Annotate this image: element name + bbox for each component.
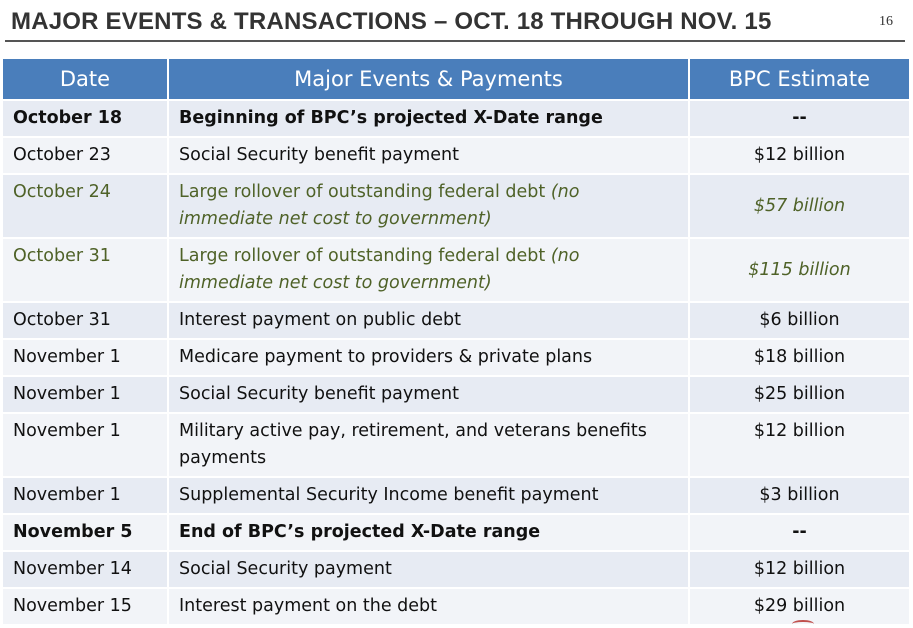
event-cell: Medicare payment to providers & private … [168,339,690,377]
table-row: October 31 Interest payment on public de… [3,302,909,340]
table-row: November 1 Social Security benefit payme… [3,376,909,414]
date-cell: October 18 [3,100,169,138]
event-note: (no immediate net cost to government) [179,246,580,293]
decorative-arc [792,620,814,628]
date-cell: November 14 [3,551,169,589]
event-cell: Social Security benefit payment [168,376,690,414]
estimate-cell: $25 billion [689,376,909,414]
table-row: November 1 Military active pay, retireme… [3,413,909,478]
estimate-cell: $12 billion [689,413,909,478]
event-cell: Supplemental Security Income benefit pay… [168,477,690,515]
table-row: October 23 Social Security benefit payme… [3,137,909,175]
event-cell: Social Security payment [168,551,690,589]
estimate-cell: -- [689,514,909,552]
estimate-cell: -- [689,100,909,138]
event-note: (no immediate net cost to government) [179,182,580,229]
date-cell: November 1 [3,413,169,478]
page-number: 16 [879,14,893,29]
date-cell: November 5 [3,514,169,552]
event-cell: Military active pay, retirement, and vet… [168,413,690,478]
page-title: MAJOR EVENTS & TRANSACTIONS – OCT. 18 TH… [11,8,772,35]
estimate-cell: $6 billion [689,302,909,340]
column-header-estimate: BPC Estimate [689,59,909,101]
table-row: October 18 Beginning of BPC’s projected … [3,100,909,138]
table-row: November 1 Medicare payment to providers… [3,339,909,377]
table-row: October 24 Large rollover of outstanding… [3,174,909,239]
estimate-cell: $115 billion [689,238,909,303]
event-cell: Interest payment on public debt [168,302,690,340]
estimate-cell: $3 billion [689,477,909,515]
column-header-events: Major Events & Payments [168,59,690,101]
event-cell: Large rollover of outstanding federal de… [168,174,690,239]
date-cell: November 1 [3,339,169,377]
date-cell: November 15 [3,588,169,626]
estimate-cell: $12 billion [689,137,909,175]
date-cell: October 23 [3,137,169,175]
event-cell: End of BPC’s projected X-Date range [168,514,690,552]
event-cell: Large rollover of outstanding federal de… [168,238,690,303]
event-text: Large rollover of outstanding federal de… [179,246,551,266]
table-row: November 1 Supplemental Security Income … [3,477,909,515]
date-cell: November 1 [3,477,169,515]
date-cell: November 1 [3,376,169,414]
event-cell: Interest payment on the debt [168,588,690,626]
date-cell: October 31 [3,302,169,340]
table-row: November 14 Social Security payment $12 … [3,551,909,589]
table-row: November 5 End of BPC’s projected X-Date… [3,514,909,552]
estimate-cell: $12 billion [689,551,909,589]
date-cell: October 24 [3,174,169,239]
event-cell: Social Security benefit payment [168,137,690,175]
table-row: November 15 Interest payment on the debt… [3,588,909,626]
title-divider [5,40,905,42]
event-text: Large rollover of outstanding federal de… [179,182,551,202]
table-header-row: Date Major Events & Payments BPC Estimat… [3,59,909,101]
column-header-date: Date [3,59,169,101]
table-row: October 31 Large rollover of outstanding… [3,238,909,303]
date-cell: October 31 [3,238,169,303]
estimate-cell: $18 billion [689,339,909,377]
estimate-cell: $57 billion [689,174,909,239]
events-table: Date Major Events & Payments BPC Estimat… [3,59,909,626]
event-cell: Beginning of BPC’s projected X-Date rang… [168,100,690,138]
